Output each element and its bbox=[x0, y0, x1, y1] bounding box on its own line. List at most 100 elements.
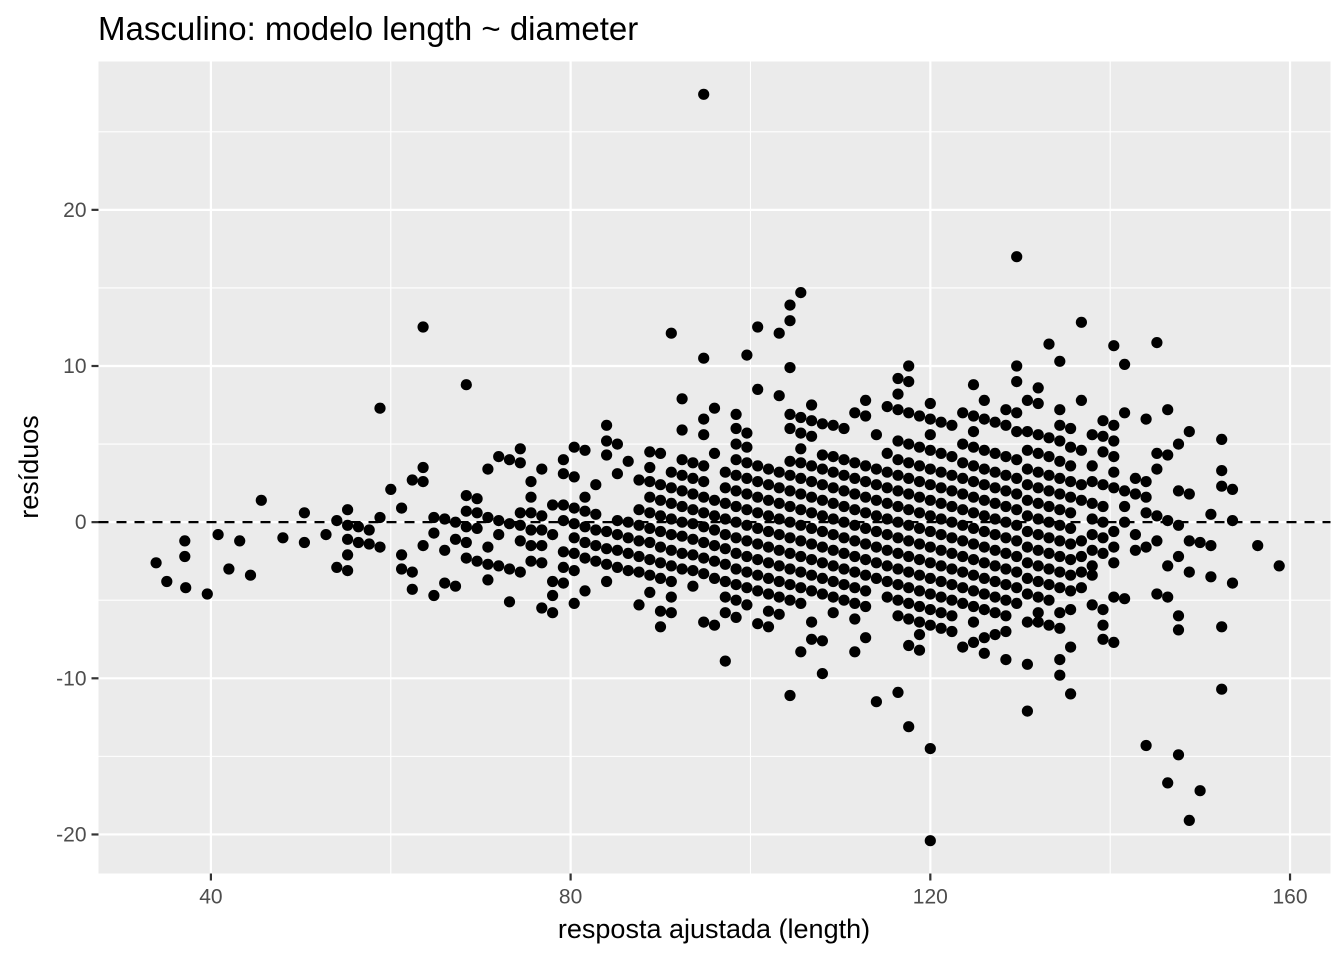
y-tick-label: -20 bbox=[56, 823, 86, 846]
data-point bbox=[1075, 316, 1087, 328]
data-point bbox=[1021, 658, 1033, 670]
data-point bbox=[719, 529, 731, 541]
data-point bbox=[881, 544, 893, 556]
data-point bbox=[503, 518, 516, 530]
data-point bbox=[838, 422, 850, 435]
data-point bbox=[903, 721, 915, 733]
x-tick-label: 120 bbox=[913, 886, 948, 909]
data-point bbox=[1183, 488, 1195, 500]
data-point bbox=[611, 515, 624, 527]
data-point bbox=[1162, 591, 1174, 603]
data-point bbox=[708, 555, 721, 567]
data-point bbox=[665, 544, 677, 556]
data-point bbox=[881, 401, 893, 413]
data-point bbox=[989, 575, 1001, 588]
data-point bbox=[644, 554, 656, 566]
data-point bbox=[396, 502, 408, 514]
data-point bbox=[557, 515, 570, 527]
data-point bbox=[762, 463, 775, 475]
data-point bbox=[1032, 466, 1044, 478]
data-point bbox=[665, 497, 677, 509]
data-point bbox=[773, 513, 785, 525]
data-point bbox=[741, 488, 753, 500]
data-point bbox=[1140, 413, 1152, 425]
data-point bbox=[719, 591, 731, 603]
data-point bbox=[752, 383, 764, 395]
data-point bbox=[762, 541, 775, 553]
data-point bbox=[439, 577, 451, 589]
data-point bbox=[741, 535, 753, 547]
data-point bbox=[644, 522, 656, 535]
data-point bbox=[708, 619, 721, 631]
data-point bbox=[601, 525, 613, 538]
data-point bbox=[795, 646, 807, 658]
data-point bbox=[860, 476, 872, 488]
data-point bbox=[1065, 688, 1077, 700]
data-point bbox=[687, 549, 699, 561]
data-point bbox=[741, 566, 753, 578]
data-point bbox=[201, 588, 213, 600]
data-point bbox=[806, 522, 818, 535]
data-point bbox=[514, 507, 526, 519]
data-point bbox=[320, 529, 332, 541]
data-point bbox=[1252, 540, 1264, 552]
data-point bbox=[1205, 571, 1217, 583]
data-point bbox=[903, 639, 915, 652]
data-point bbox=[935, 622, 947, 634]
data-point bbox=[601, 575, 613, 588]
data-point bbox=[1032, 616, 1044, 628]
data-point bbox=[881, 529, 893, 541]
data-point bbox=[806, 399, 818, 411]
data-point bbox=[1108, 340, 1120, 352]
data-point bbox=[180, 582, 192, 594]
data-point bbox=[784, 422, 796, 435]
data-point bbox=[1065, 422, 1077, 435]
data-point bbox=[611, 529, 624, 541]
data-point bbox=[957, 597, 969, 610]
data-point bbox=[870, 463, 883, 475]
data-point bbox=[644, 461, 656, 474]
data-point bbox=[957, 535, 969, 547]
data-point bbox=[860, 538, 872, 550]
data-point bbox=[676, 469, 688, 481]
data-point bbox=[255, 494, 267, 506]
data-point bbox=[752, 554, 764, 566]
data-point bbox=[860, 522, 872, 535]
data-point bbox=[698, 536, 710, 549]
data-point bbox=[1043, 432, 1055, 444]
data-point bbox=[892, 563, 904, 575]
data-point bbox=[827, 466, 839, 478]
data-point bbox=[514, 443, 526, 455]
data-point bbox=[1021, 616, 1033, 628]
data-point bbox=[784, 532, 796, 544]
data-point bbox=[644, 476, 656, 488]
data-point bbox=[989, 560, 1001, 572]
data-point bbox=[903, 457, 915, 469]
data-point bbox=[1065, 460, 1077, 472]
data-point bbox=[860, 410, 872, 422]
data-point bbox=[978, 572, 990, 585]
data-point bbox=[913, 441, 926, 453]
data-point bbox=[557, 468, 570, 480]
data-point bbox=[244, 569, 257, 581]
data-point bbox=[892, 372, 904, 385]
data-point bbox=[1129, 529, 1141, 541]
data-point bbox=[924, 743, 936, 755]
data-point bbox=[1021, 557, 1033, 569]
data-point bbox=[978, 541, 990, 553]
data-point bbox=[644, 491, 656, 503]
data-point bbox=[179, 535, 191, 547]
data-point bbox=[708, 540, 721, 552]
data-point bbox=[374, 541, 386, 553]
data-point bbox=[1162, 404, 1174, 416]
data-point bbox=[967, 379, 980, 391]
data-point bbox=[1000, 594, 1012, 606]
data-point bbox=[730, 594, 742, 606]
data-point bbox=[946, 547, 958, 560]
data-point bbox=[752, 618, 764, 630]
data-point bbox=[428, 589, 440, 602]
data-point bbox=[978, 444, 990, 456]
data-point bbox=[849, 504, 861, 516]
data-point bbox=[806, 507, 818, 519]
data-point bbox=[795, 411, 807, 424]
